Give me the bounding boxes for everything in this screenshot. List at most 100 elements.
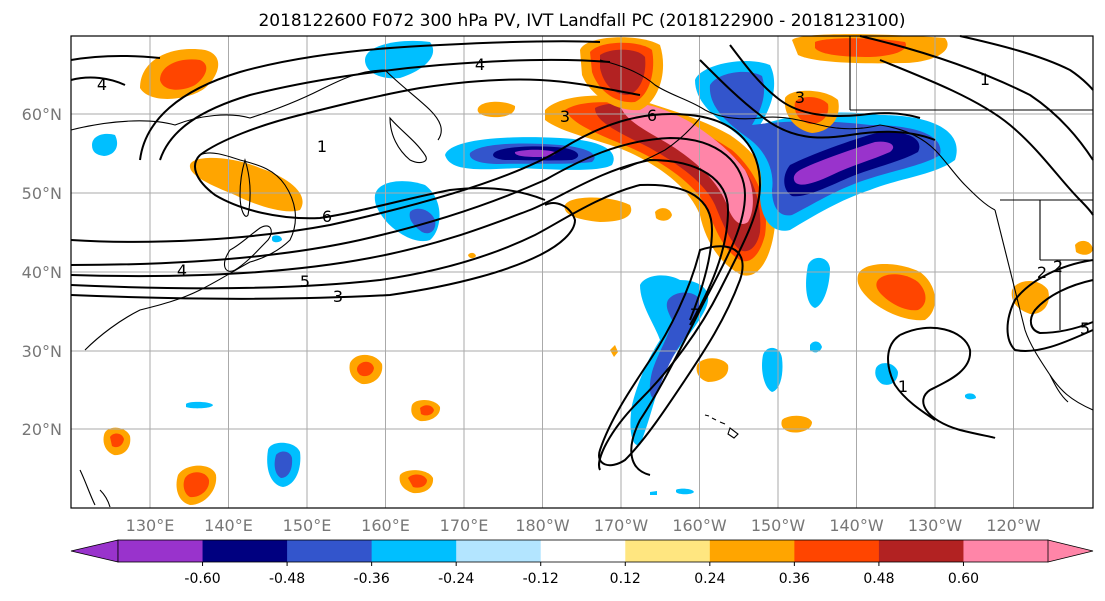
coastline-japan: [224, 225, 272, 272]
contour-line: [199, 78, 641, 156]
map-panel: 4 4 3 1 6 4 5 3 6 3 7 1 2 2 5 1: [70, 34, 1094, 509]
contour-line: [887, 334, 936, 421]
shade-positive-mid: [183, 472, 210, 498]
shade-positive-mid: [876, 274, 926, 311]
shade-negative: [92, 133, 118, 156]
contour-line: [879, 59, 1094, 216]
shade-positive: [564, 197, 632, 222]
longitude-label: 170°W: [594, 516, 649, 535]
longitude-label: 150°W: [751, 516, 806, 535]
colorbar-extend-high: [1047, 539, 1094, 563]
shade-positive-strong: [600, 49, 646, 95]
contour-line: [70, 202, 577, 300]
shade-negative: [650, 491, 657, 495]
shade-positive: [189, 157, 303, 212]
longitude-label: 150°E: [283, 516, 332, 535]
colorbar-segment: [456, 540, 542, 562]
colorbar-segment: [118, 540, 204, 562]
pv-contours: [70, 35, 1094, 476]
shade-negative-mid: [649, 292, 700, 399]
coastline-baja: [1049, 374, 1069, 403]
shade-positive-mid: [420, 405, 434, 416]
coastline-kamchatka: [389, 116, 427, 164]
coastline-hawaii: [704, 414, 739, 439]
contour-label: 5: [300, 272, 310, 291]
latitude-label: 60°N: [22, 105, 62, 124]
colorbar-tick-label: 0.48: [863, 571, 894, 587]
colorbar-segment: [878, 540, 964, 562]
shade-negative: [810, 341, 822, 353]
contour-line: [159, 58, 611, 161]
shade-positive: [655, 208, 672, 221]
shade-positive-mid: [160, 59, 207, 90]
latitude-label: 20°N: [22, 420, 62, 439]
shade-positive-strong: [595, 103, 761, 252]
shade-negative: [365, 40, 434, 79]
contour-line: [70, 158, 730, 326]
longitude-label: 160°W: [672, 516, 727, 535]
shade-negative: [762, 347, 783, 392]
colorbar-tick-label: -0.24: [438, 571, 474, 587]
shade-positive: [468, 252, 476, 259]
contour-line: [1029, 279, 1094, 335]
shade-negative: [806, 257, 830, 308]
longitude-label: 140°E: [204, 516, 253, 535]
colorbar-tick-label: 0.60: [948, 571, 979, 587]
contour-line: [859, 35, 1094, 161]
contour-label: 6: [647, 106, 657, 125]
contour-label: 4: [475, 55, 485, 74]
contour-label: 3: [333, 287, 343, 306]
contour-line: [70, 54, 161, 61]
shade-negative-extreme: [514, 149, 556, 157]
contour-label: 6: [322, 207, 332, 226]
contour-label: 7: [690, 305, 700, 324]
shade-negative-mid: [709, 71, 941, 216]
longitude-labels: 130°E 140°E 150°E 160°E 170°E 180°W 170°W 160°W…: [126, 516, 1041, 535]
longitude-label: 120°W: [986, 516, 1041, 535]
colorbar-segment: [202, 540, 288, 562]
colorbar-segment: [371, 540, 457, 562]
longitude-label: 130°E: [126, 516, 175, 535]
shade-negative: [186, 401, 213, 409]
colorbar-tick-label: -0.36: [354, 571, 390, 587]
colorbar-tick-label: -0.60: [184, 571, 220, 587]
colorbar-tick-label: -0.12: [523, 571, 559, 587]
contour-label: 5: [1080, 319, 1090, 338]
coastline-asia: [70, 69, 442, 141]
colorbar-segment: [709, 540, 795, 562]
latitude-labels: 60°N 50°N 40°N 30°N 20°N: [22, 105, 62, 439]
latitude-label: 30°N: [22, 342, 62, 361]
figure-title: 2018122600 F072 300 hPa PV, IVT Landfall…: [258, 11, 905, 31]
contour-label: 2: [1053, 257, 1063, 276]
graticule: [71, 36, 1093, 508]
longitude-label: 140°W: [829, 516, 884, 535]
colorbar-segment: [963, 540, 1049, 562]
shade-positive: [781, 415, 812, 433]
map-frame: [70, 35, 1094, 509]
shade-negative-extreme: [793, 141, 894, 185]
border-states: [1039, 200, 1093, 330]
shade-negative-mid: [409, 208, 436, 234]
latitude-label: 40°N: [22, 263, 62, 282]
longitude-label: 130°W: [908, 516, 963, 535]
contour-line: [899, 326, 996, 439]
colorbar-segment: [287, 540, 373, 562]
shade-positive: [696, 358, 729, 382]
longitude-label: 160°E: [361, 516, 410, 535]
colorbar-frame: [117, 539, 1049, 563]
contour-line: [699, 59, 936, 141]
colorbar-tick-label: 0.36: [779, 571, 810, 587]
longitude-label: 180°W: [515, 516, 570, 535]
coastline-islands-southwest: [79, 469, 111, 508]
colorbar: -0.60 -0.48 -0.36 -0.24 -0.12 0.12 0.24 0.36 0.4…: [70, 539, 1094, 587]
contour-label: 4: [177, 261, 187, 280]
colorbar-tick-label: -0.48: [269, 571, 305, 587]
shade-negative: [676, 488, 694, 495]
contour-line: [729, 44, 921, 119]
contour-line: [70, 136, 747, 476]
contour-line: [70, 76, 126, 86]
contour-line: [139, 40, 601, 161]
shade-positive-extreme: [620, 103, 753, 225]
colorbar-extend-low: [70, 539, 119, 563]
shade-positive-mid: [408, 474, 427, 488]
